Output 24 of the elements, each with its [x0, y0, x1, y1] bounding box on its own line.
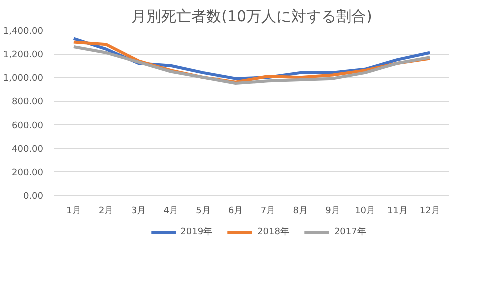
x-tick-label: 6月 [228, 206, 244, 216]
x-tick-label: 4月 [164, 206, 178, 216]
y-tick-label: 800.00 [12, 98, 44, 108]
x-tick-label: 7月 [260, 206, 276, 216]
legend-label: 2019年 [180, 226, 213, 238]
legend-label: 2017年 [334, 226, 366, 238]
y-tick-label: 400.00 [12, 144, 44, 155]
x-tick-label: 8月 [293, 206, 308, 216]
x-tick-label: 9月 [326, 206, 340, 216]
x-tick-label: 1月 [66, 206, 82, 216]
x-tick-label: 11月 [387, 206, 408, 216]
x-tick-label: 12月 [420, 206, 440, 216]
legend-label: 2018年 [258, 226, 290, 238]
y-tick-label: 1,400.00 [3, 27, 44, 37]
chart-title: 月別死亡者数(10万人に対する割合) [132, 8, 372, 26]
x-tick-label: 5月 [196, 206, 211, 216]
y-tick-label: 200.00 [12, 168, 44, 178]
y-tick-label: 0.00 [23, 192, 44, 202]
x-tick-label: 3月 [131, 206, 146, 216]
y-tick-label: 1,000.00 [3, 74, 44, 84]
y-tick-label: 1,200.00 [3, 50, 44, 61]
x-tick-label: 2月 [98, 206, 114, 216]
x-tick-label: 10月 [355, 206, 376, 216]
y-tick-label: 600.00 [12, 121, 44, 132]
